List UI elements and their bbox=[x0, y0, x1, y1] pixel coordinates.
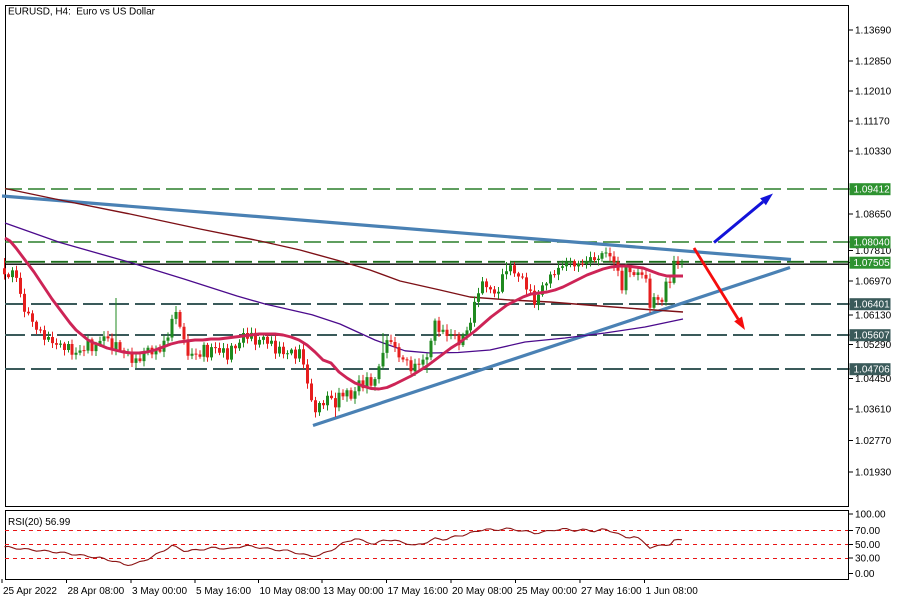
svg-text:1.04706: 1.04706 bbox=[854, 365, 891, 376]
svg-text:100.00: 100.00 bbox=[855, 509, 886, 520]
svg-text:1.01930: 1.01930 bbox=[855, 467, 892, 478]
svg-text:1.04450: 1.04450 bbox=[855, 374, 892, 385]
svg-text:1.02770: 1.02770 bbox=[855, 436, 892, 447]
svg-text:27 May 16:00: 27 May 16:00 bbox=[581, 586, 642, 597]
svg-text:1.07810: 1.07810 bbox=[855, 246, 892, 257]
svg-text:1.11170: 1.11170 bbox=[855, 116, 890, 127]
svg-text:1.08040: 1.08040 bbox=[854, 238, 891, 249]
svg-text:1.06970: 1.06970 bbox=[855, 276, 892, 287]
svg-text:1.07505: 1.07505 bbox=[854, 258, 891, 269]
svg-text:1.03610: 1.03610 bbox=[855, 404, 892, 415]
svg-text:13 May 00:00: 13 May 00:00 bbox=[323, 586, 384, 597]
svg-text:70.00: 70.00 bbox=[855, 526, 880, 537]
svg-text:1.05290: 1.05290 bbox=[855, 340, 892, 351]
svg-text:10 May 08:00: 10 May 08:00 bbox=[260, 586, 321, 597]
svg-text:1.05607: 1.05607 bbox=[854, 331, 891, 342]
svg-text:0.00: 0.00 bbox=[855, 569, 875, 580]
svg-text:3 May 00:00: 3 May 00:00 bbox=[132, 586, 187, 597]
svg-text:25 May 00:00: 25 May 00:00 bbox=[517, 586, 578, 597]
svg-text:5 May 16:00: 5 May 16:00 bbox=[196, 586, 251, 597]
svg-text:1.10330: 1.10330 bbox=[855, 146, 892, 157]
svg-text:RSI(20) 56.99: RSI(20) 56.99 bbox=[8, 517, 71, 528]
svg-text:1.08650: 1.08650 bbox=[855, 209, 892, 220]
svg-text:1.12010: 1.12010 bbox=[855, 86, 892, 97]
svg-text:1.12850: 1.12850 bbox=[855, 56, 892, 67]
svg-text:1.06401: 1.06401 bbox=[854, 300, 891, 311]
svg-text:1 Jun 08:00: 1 Jun 08:00 bbox=[646, 586, 699, 597]
svg-text:EURUSD, H4: Euro vs US Dollar: EURUSD, H4: Euro vs US Dollar bbox=[8, 7, 156, 18]
svg-text:20 May 08:00: 20 May 08:00 bbox=[452, 586, 513, 597]
svg-text:28 Apr 08:00: 28 Apr 08:00 bbox=[68, 586, 125, 597]
svg-text:25 Apr 2022: 25 Apr 2022 bbox=[3, 586, 57, 597]
svg-text:30.00: 30.00 bbox=[855, 553, 880, 564]
svg-text:1.06130: 1.06130 bbox=[855, 310, 892, 321]
svg-text:50.00: 50.00 bbox=[855, 540, 880, 551]
svg-text:17 May 16:00: 17 May 16:00 bbox=[388, 586, 449, 597]
svg-text:1.09412: 1.09412 bbox=[854, 185, 891, 196]
svg-text:1.13690: 1.13690 bbox=[855, 25, 892, 36]
